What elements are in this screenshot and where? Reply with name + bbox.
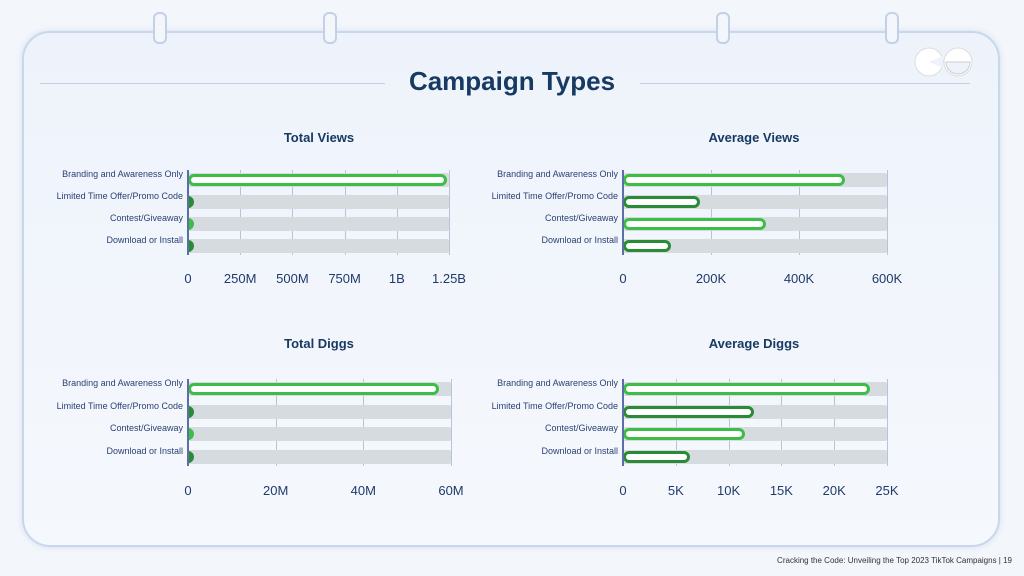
- chart-title: Average Diggs: [708, 336, 800, 351]
- y-axis: [187, 379, 189, 466]
- category-label: Contest/Giveaway: [544, 213, 618, 223]
- gridline: [675, 379, 677, 466]
- category-label: Limited Time Offer/Promo Code: [491, 191, 618, 201]
- x-tick-label: 600K: [871, 271, 903, 286]
- binder-ring: [153, 12, 167, 44]
- bar-track: [188, 427, 451, 441]
- chart-title: Average Views: [708, 130, 800, 145]
- x-tick-label: 500M: [276, 271, 309, 286]
- x-tick-label: 200K: [695, 271, 727, 286]
- gridline: [799, 170, 800, 255]
- bar: [623, 218, 766, 230]
- x-tick-label: 0: [184, 483, 192, 498]
- category-label: Download or Install: [541, 235, 618, 245]
- category-label: Contest/Giveaway: [109, 423, 183, 433]
- x-tick-label: 20M: [263, 483, 289, 498]
- x-tick-label: 15K: [769, 483, 793, 498]
- gridline: [728, 379, 730, 466]
- category-label: Limited Time Offer/Promo Code: [491, 401, 618, 411]
- x-tick-label: 1.25B: [432, 271, 466, 286]
- y-axis: [622, 379, 624, 466]
- gridline: [451, 379, 452, 466]
- divider: [40, 83, 385, 84]
- slide-frame: [22, 31, 1000, 547]
- y-axis: [187, 170, 189, 255]
- bar-track: [188, 450, 451, 464]
- binder-ring: [716, 12, 730, 44]
- gridline: [887, 379, 888, 466]
- eyes-logo-icon: [914, 47, 973, 77]
- binder-ring: [323, 12, 337, 44]
- bar: [188, 218, 194, 230]
- x-tick-label: 40M: [350, 483, 376, 498]
- bar-track: [188, 239, 449, 253]
- bar: [188, 406, 194, 418]
- divider: [640, 83, 970, 84]
- x-tick-label: 10K: [717, 483, 741, 498]
- category-label: Branding and Awareness Only: [62, 378, 183, 388]
- gridline: [344, 170, 346, 255]
- gridline: [363, 379, 365, 466]
- bar: [623, 383, 871, 395]
- bar: [623, 451, 690, 463]
- bar: [188, 174, 447, 186]
- category-label: Contest/Giveaway: [544, 423, 618, 433]
- gridline: [240, 170, 242, 255]
- bar: [623, 406, 754, 418]
- gridline: [781, 379, 783, 466]
- bar-track: [188, 195, 449, 209]
- gridline: [834, 379, 836, 466]
- bar: [188, 196, 194, 208]
- category-label: Branding and Awareness Only: [497, 169, 618, 179]
- bar-track: [188, 217, 449, 231]
- footer-text: Cracking the Code: Unveiling the Top 202…: [777, 556, 1012, 565]
- x-tick-label: 0: [184, 271, 192, 286]
- page-title: Campaign Types: [408, 66, 616, 96]
- gridline: [292, 170, 294, 255]
- gridline: [887, 170, 888, 255]
- chart-title: Total Views: [283, 130, 355, 145]
- x-tick-label: 250M: [223, 271, 257, 286]
- bar: [623, 240, 671, 252]
- category-label: Contest/Giveaway: [109, 213, 183, 223]
- category-label: Download or Install: [106, 446, 183, 456]
- gridline: [275, 379, 277, 466]
- category-label: Limited Time Offer/Promo Code: [56, 191, 183, 201]
- x-tick-label: 20K: [822, 483, 846, 498]
- bar: [623, 428, 746, 440]
- x-tick-label: 0: [619, 271, 627, 286]
- gridline: [449, 170, 450, 255]
- x-tick-label: 0: [619, 483, 627, 498]
- bar: [623, 196, 700, 208]
- binder-ring: [885, 12, 899, 44]
- bar-track: [623, 239, 887, 253]
- category-label: Branding and Awareness Only: [62, 169, 183, 179]
- bar: [623, 174, 846, 186]
- category-label: Limited Time Offer/Promo Code: [56, 401, 183, 411]
- bar-track: [188, 405, 451, 419]
- category-label: Download or Install: [541, 446, 618, 456]
- x-tick-label: 1B: [388, 271, 405, 286]
- x-tick-label: 400K: [783, 271, 815, 286]
- chart-title: Total Diggs: [284, 336, 354, 351]
- gridline: [396, 170, 398, 255]
- y-axis: [622, 170, 624, 255]
- x-tick-label: 750M: [328, 271, 361, 286]
- x-tick-label: 25K: [875, 483, 899, 498]
- bar: [188, 383, 440, 395]
- bar: [188, 451, 194, 463]
- gridline: [711, 170, 712, 255]
- bar: [188, 428, 194, 440]
- x-tick-label: 5K: [667, 483, 684, 498]
- bar: [188, 240, 194, 252]
- category-label: Branding and Awareness Only: [497, 378, 618, 388]
- x-tick-label: 60M: [438, 483, 464, 498]
- category-label: Download or Install: [106, 235, 183, 245]
